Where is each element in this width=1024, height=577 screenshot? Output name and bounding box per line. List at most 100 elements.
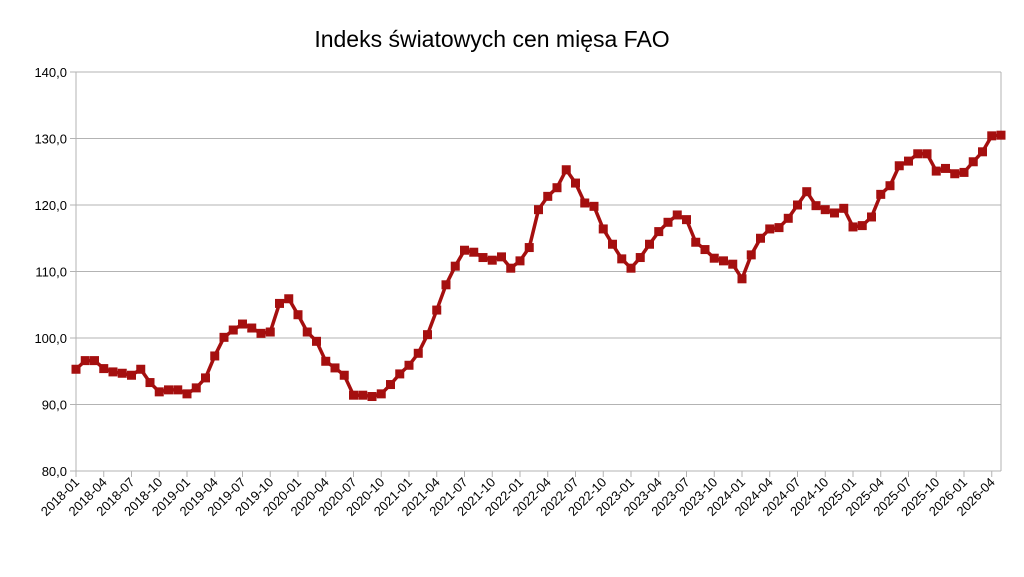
data-point [117, 368, 127, 378]
data-point [941, 163, 950, 173]
gridlines [70, 71, 1002, 472]
data-point [728, 259, 738, 269]
data-point [543, 191, 553, 201]
data-point [635, 253, 645, 263]
data-point [321, 356, 331, 366]
series-layer [71, 130, 1006, 402]
data-point [626, 263, 636, 273]
data-point [487, 255, 497, 265]
data-point [413, 348, 423, 358]
data-point [386, 380, 395, 390]
data-point [839, 203, 849, 213]
data-point [395, 369, 405, 379]
data-point [247, 323, 257, 333]
data-point [478, 253, 488, 263]
y-tick-label: 80,0 [42, 464, 67, 479]
data-point [589, 201, 599, 211]
y-axis-ticks: 80,0 90,0 100,0 110,0 120,0 130,0 140,0 [34, 65, 67, 479]
data-point [515, 256, 525, 266]
data-point [876, 189, 886, 199]
data-point [608, 239, 617, 249]
data-point [931, 166, 941, 176]
data-point [682, 215, 691, 225]
y-tick-label: 90,0 [42, 398, 67, 413]
data-point [580, 198, 590, 208]
data-point [598, 224, 608, 234]
data-point [709, 253, 719, 263]
data-point [719, 256, 728, 266]
data-point [922, 149, 932, 159]
y-tick-label: 130,0 [34, 132, 67, 147]
data-point [765, 224, 775, 234]
data-point [210, 351, 220, 361]
data-point [71, 364, 81, 374]
data-point [894, 161, 904, 171]
data-point [774, 223, 784, 233]
data-point [358, 390, 368, 400]
data-point [950, 169, 960, 179]
data-point [645, 239, 654, 249]
data-point [219, 332, 229, 342]
data-point [256, 328, 266, 338]
data-point [90, 356, 99, 366]
data-point [552, 183, 562, 193]
data-point [432, 305, 442, 315]
data-point [265, 327, 275, 337]
data-point [423, 330, 432, 340]
data-point [867, 212, 876, 222]
data-point [376, 389, 386, 399]
data-point [820, 205, 830, 215]
data-point [404, 360, 414, 370]
data-point [561, 165, 571, 175]
data-point [848, 222, 858, 232]
x-axis-ticks: 2018-012018-042018-072018-102019-012019-… [38, 471, 998, 519]
data-point [191, 383, 201, 393]
data-point [691, 237, 701, 247]
data-point [968, 157, 978, 167]
data-point [885, 181, 895, 191]
data-point [987, 131, 997, 141]
data-point [164, 385, 173, 395]
data-point [830, 208, 839, 218]
data-point [959, 167, 969, 177]
data-point [506, 263, 516, 273]
data-point [173, 385, 183, 395]
data-point [571, 178, 580, 188]
data-point [99, 364, 109, 374]
data-point [275, 298, 284, 308]
data-point [284, 294, 294, 304]
data-point [201, 373, 210, 383]
data-point [783, 213, 793, 223]
data-point [330, 363, 340, 373]
data-point [978, 147, 987, 157]
data-point [524, 243, 534, 253]
data-point [145, 378, 155, 388]
data-point [802, 187, 812, 197]
data-point [654, 227, 664, 237]
data-point [460, 245, 469, 255]
chart-title: Indeks światowych cen mięsa FAO [314, 26, 669, 52]
data-point [617, 254, 627, 264]
data-point [228, 325, 238, 335]
data-point [904, 156, 913, 166]
data-point [746, 250, 756, 260]
data-point [80, 356, 90, 366]
data-point [154, 387, 164, 397]
data-point [312, 336, 321, 346]
y-tick-label: 110,0 [35, 265, 67, 280]
data-point [672, 210, 682, 220]
data-point [441, 280, 451, 290]
data-point [339, 370, 349, 380]
data-point [737, 274, 747, 284]
data-point [450, 261, 460, 271]
data-point [238, 319, 247, 329]
data-point [302, 327, 312, 337]
data-point [108, 367, 118, 377]
data-point [857, 221, 867, 231]
data-point [811, 201, 821, 211]
data-point [700, 245, 710, 255]
data-point [534, 205, 543, 215]
data-point [349, 390, 358, 400]
data-point [469, 247, 479, 257]
